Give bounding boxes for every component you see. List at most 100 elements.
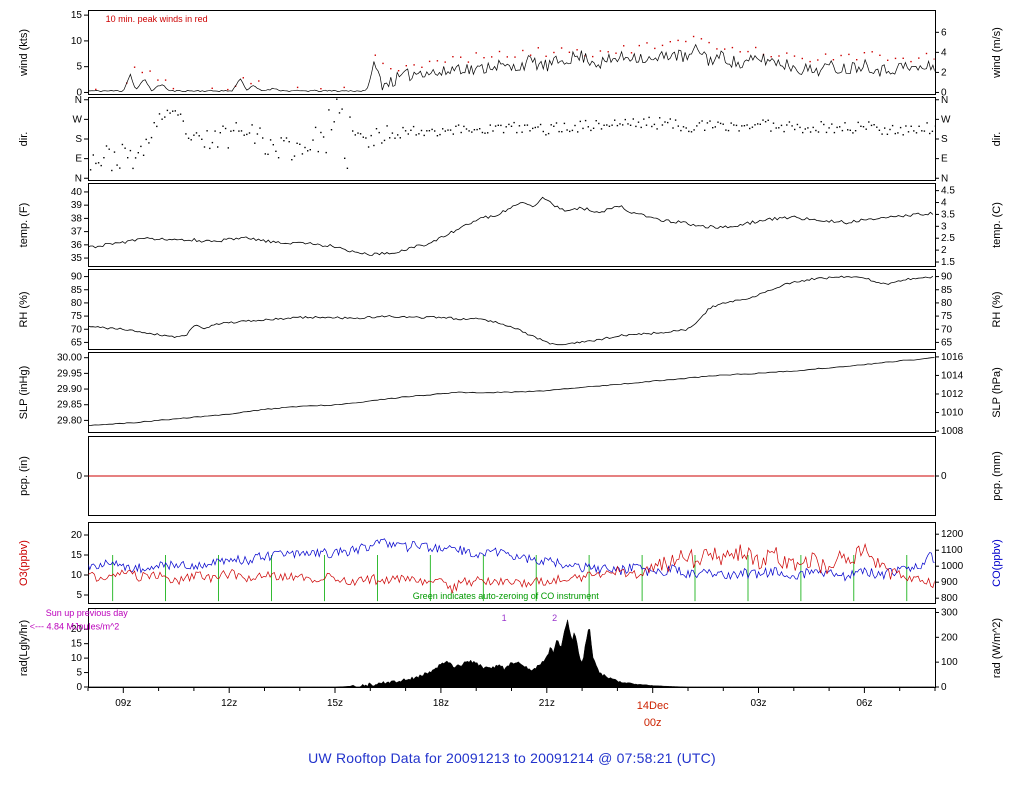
data-point (563, 122, 566, 125)
data-point (603, 124, 605, 126)
data-point (304, 146, 306, 149)
data-point (696, 125, 698, 127)
data-point (471, 131, 473, 133)
data-point (217, 146, 219, 148)
data-point (700, 38, 703, 40)
data-point (690, 131, 693, 133)
data-point (412, 125, 415, 128)
data-point (172, 87, 175, 90)
data-point (584, 119, 587, 122)
data-point (820, 121, 822, 123)
y-tick-label: 1008 (941, 426, 964, 437)
series-layer (88, 357, 935, 426)
data-point (476, 128, 478, 131)
data-point (587, 126, 589, 128)
data-point (421, 66, 423, 68)
data-point (725, 129, 727, 131)
data-point (933, 58, 935, 60)
data-point (145, 138, 147, 141)
data-point (256, 133, 259, 135)
data-point (248, 132, 251, 134)
data-point (386, 125, 388, 127)
x-tick-label: 21z (539, 698, 555, 709)
data-point (514, 56, 516, 58)
data-point (428, 130, 431, 132)
peak-marker-2: 2 (552, 613, 557, 623)
data-point (473, 129, 476, 131)
data-point (804, 128, 806, 130)
data-point (193, 134, 195, 136)
data-point (839, 126, 841, 128)
data-point (799, 126, 801, 129)
data-point (590, 129, 592, 132)
data-point (607, 51, 609, 53)
data-point (506, 56, 508, 58)
data-point (608, 125, 611, 127)
y-tick-label: 30.00 (57, 353, 82, 364)
data-point (677, 39, 679, 42)
data-point (894, 57, 897, 60)
data-point (615, 52, 617, 54)
data-point (513, 121, 515, 124)
y-tick-label: 0 (941, 682, 947, 693)
data-point (198, 135, 200, 137)
data-point (923, 130, 926, 132)
data-point (925, 52, 928, 55)
y-tick-label: 1000 (941, 561, 964, 572)
data-point (889, 128, 891, 131)
data-point (291, 159, 293, 161)
data-point (547, 132, 550, 135)
data-point (793, 55, 796, 57)
data-point (264, 153, 266, 155)
axis-label-right: pcp. (mm) (991, 451, 1003, 501)
data-point (309, 149, 311, 151)
data-point (638, 44, 640, 47)
data-point (727, 129, 730, 132)
data-point (812, 126, 814, 129)
data-point (121, 143, 124, 146)
data-point (382, 62, 384, 65)
y-tick-label: 80 (941, 298, 953, 309)
data-point (611, 124, 613, 126)
data-point (622, 124, 624, 126)
data-point (824, 53, 827, 55)
data-point (449, 129, 452, 131)
data-point (555, 122, 558, 124)
data-point (667, 121, 669, 124)
data-point (428, 60, 431, 63)
data-point (402, 126, 404, 129)
data-point (682, 126, 685, 128)
data-point (444, 61, 446, 63)
data-point (669, 118, 671, 120)
data-point (344, 157, 346, 159)
data-point (910, 60, 912, 63)
data-point (582, 127, 584, 130)
data-point (378, 131, 380, 134)
data-point (150, 136, 153, 139)
data-point (574, 124, 576, 127)
data-point (709, 120, 711, 122)
data-point (542, 130, 544, 133)
y-tick-label: 36 (71, 240, 83, 251)
data-point (724, 48, 726, 50)
data-point (259, 127, 261, 129)
y-tick-label: 1012 (941, 389, 964, 400)
data-point (426, 130, 428, 132)
data-point (157, 79, 159, 81)
data-point (873, 124, 875, 126)
data-point (809, 131, 812, 133)
data-point (242, 77, 244, 79)
axis-label-left: O3(ppbv) (18, 540, 30, 586)
data-point (801, 57, 803, 60)
y-tick-label: 100 (941, 657, 958, 668)
data-point (561, 131, 563, 133)
data-point (532, 127, 534, 130)
panel-border (88, 522, 936, 604)
data-point (460, 56, 462, 58)
data-point (301, 153, 304, 155)
data-point (648, 116, 650, 119)
y-tick-label: 200 (941, 632, 958, 643)
data-point (457, 124, 460, 126)
data-point (405, 65, 407, 67)
y-tick-label: 2 (941, 67, 947, 78)
